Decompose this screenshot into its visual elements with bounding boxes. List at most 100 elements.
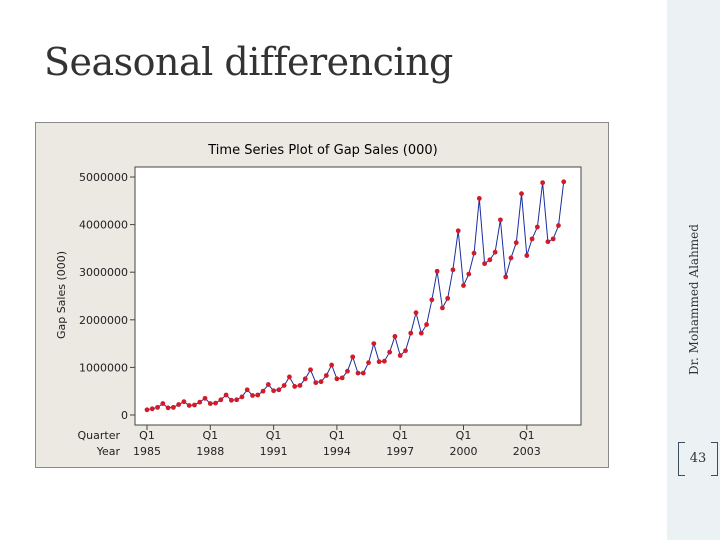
data-point — [271, 388, 276, 394]
data-point — [534, 224, 540, 230]
data-point — [376, 359, 382, 365]
data-point — [440, 305, 445, 311]
data-point — [334, 376, 340, 382]
data-point — [260, 388, 266, 394]
data-point — [403, 348, 408, 354]
x-tick-year: 1991 — [260, 445, 288, 458]
data-point — [513, 240, 519, 246]
data-point — [350, 354, 356, 360]
data-point — [207, 401, 213, 406]
x-tick-year: 1994 — [323, 445, 351, 458]
data-point — [287, 374, 292, 380]
data-point — [397, 353, 403, 358]
data-point — [561, 179, 567, 185]
x-tick-quarter: Q1 — [519, 429, 535, 442]
data-point — [302, 376, 308, 382]
chart-panel: Time Series Plot of Gap Sales (000) Gap … — [35, 122, 609, 468]
data-point — [429, 297, 435, 303]
data-point — [250, 393, 255, 398]
data-point — [297, 383, 303, 388]
plot-area — [134, 166, 582, 426]
data-point — [445, 295, 451, 301]
time-series-chart: Time Series Plot of Gap Sales (000) Gap … — [55, 143, 582, 458]
data-point — [434, 268, 440, 274]
data-point — [345, 368, 350, 374]
data-point — [492, 249, 498, 255]
data-point — [181, 399, 187, 405]
data-point — [192, 402, 197, 408]
data-point — [265, 382, 271, 387]
data-point — [160, 401, 166, 406]
data-point — [545, 239, 551, 245]
x-tick-year: 1997 — [386, 445, 414, 458]
data-point — [308, 367, 313, 373]
page-number-badge: 43 — [678, 442, 718, 476]
data-point — [529, 236, 535, 242]
data-point — [234, 397, 240, 403]
data-point — [223, 392, 229, 398]
slide-title: Seasonal differencing — [44, 40, 453, 84]
data-point — [381, 358, 387, 364]
data-point — [556, 223, 561, 228]
data-point — [508, 255, 514, 261]
y-tick-label: 2000000 — [79, 314, 128, 327]
x-tick-quarter: Q1 — [202, 429, 218, 442]
data-point — [524, 253, 530, 258]
data-point — [519, 191, 524, 197]
data-point — [276, 387, 282, 393]
data-point — [366, 360, 371, 366]
chart-title: Time Series Plot of Gap Sales (000) — [207, 143, 437, 158]
left-bracket — [678, 442, 685, 476]
data-point — [144, 407, 150, 413]
y-tick-label: 4000000 — [79, 219, 128, 232]
data-point — [466, 271, 472, 277]
x-tick-year: 1988 — [196, 445, 224, 458]
data-point — [476, 196, 482, 201]
data-point — [176, 402, 182, 407]
data-point — [360, 370, 366, 376]
data-point — [424, 322, 429, 327]
data-point — [281, 383, 287, 388]
data-point — [229, 397, 234, 403]
side-bar: Dr. Mohammed Alahmed — [667, 0, 720, 540]
data-point — [155, 404, 160, 410]
data-point — [503, 274, 509, 280]
y-tick-label: 3000000 — [79, 266, 128, 279]
data-point — [482, 261, 487, 267]
data-point — [371, 341, 377, 346]
data-point — [461, 283, 466, 288]
x-tick-year: 1985 — [133, 445, 161, 458]
data-point — [186, 403, 192, 408]
data-point — [292, 384, 298, 389]
data-point — [313, 380, 319, 386]
x-tick-quarter: Q1 — [392, 429, 408, 442]
data-point — [218, 397, 224, 403]
data-point — [408, 330, 414, 336]
data-point — [392, 334, 398, 339]
data-point — [323, 373, 329, 378]
x-tick-quarter: Q1 — [456, 429, 472, 442]
author-name: Dr. Mohammed Alahmed — [687, 224, 701, 375]
data-point — [450, 267, 456, 273]
data-point — [239, 394, 245, 400]
data-point — [355, 370, 361, 376]
x-tick-year: 2000 — [450, 445, 478, 458]
data-point — [387, 349, 393, 355]
y-tick-label: 5000000 — [79, 171, 128, 184]
data-point — [255, 392, 261, 398]
x-row-label-year: Year — [96, 445, 121, 458]
data-point — [413, 310, 419, 316]
data-point — [487, 257, 493, 263]
data-point — [170, 404, 176, 410]
data-point — [498, 217, 503, 223]
x-tick-year: 2003 — [513, 445, 541, 458]
data-point — [318, 379, 324, 385]
data-point — [550, 236, 556, 242]
x-tick-quarter: Q1 — [266, 429, 282, 442]
y-tick-label: 1000000 — [79, 361, 128, 374]
data-point — [202, 395, 208, 401]
data-point — [418, 330, 424, 336]
x-tick-quarter: Q1 — [139, 429, 155, 442]
data-point — [455, 228, 461, 234]
data-point — [540, 180, 546, 186]
